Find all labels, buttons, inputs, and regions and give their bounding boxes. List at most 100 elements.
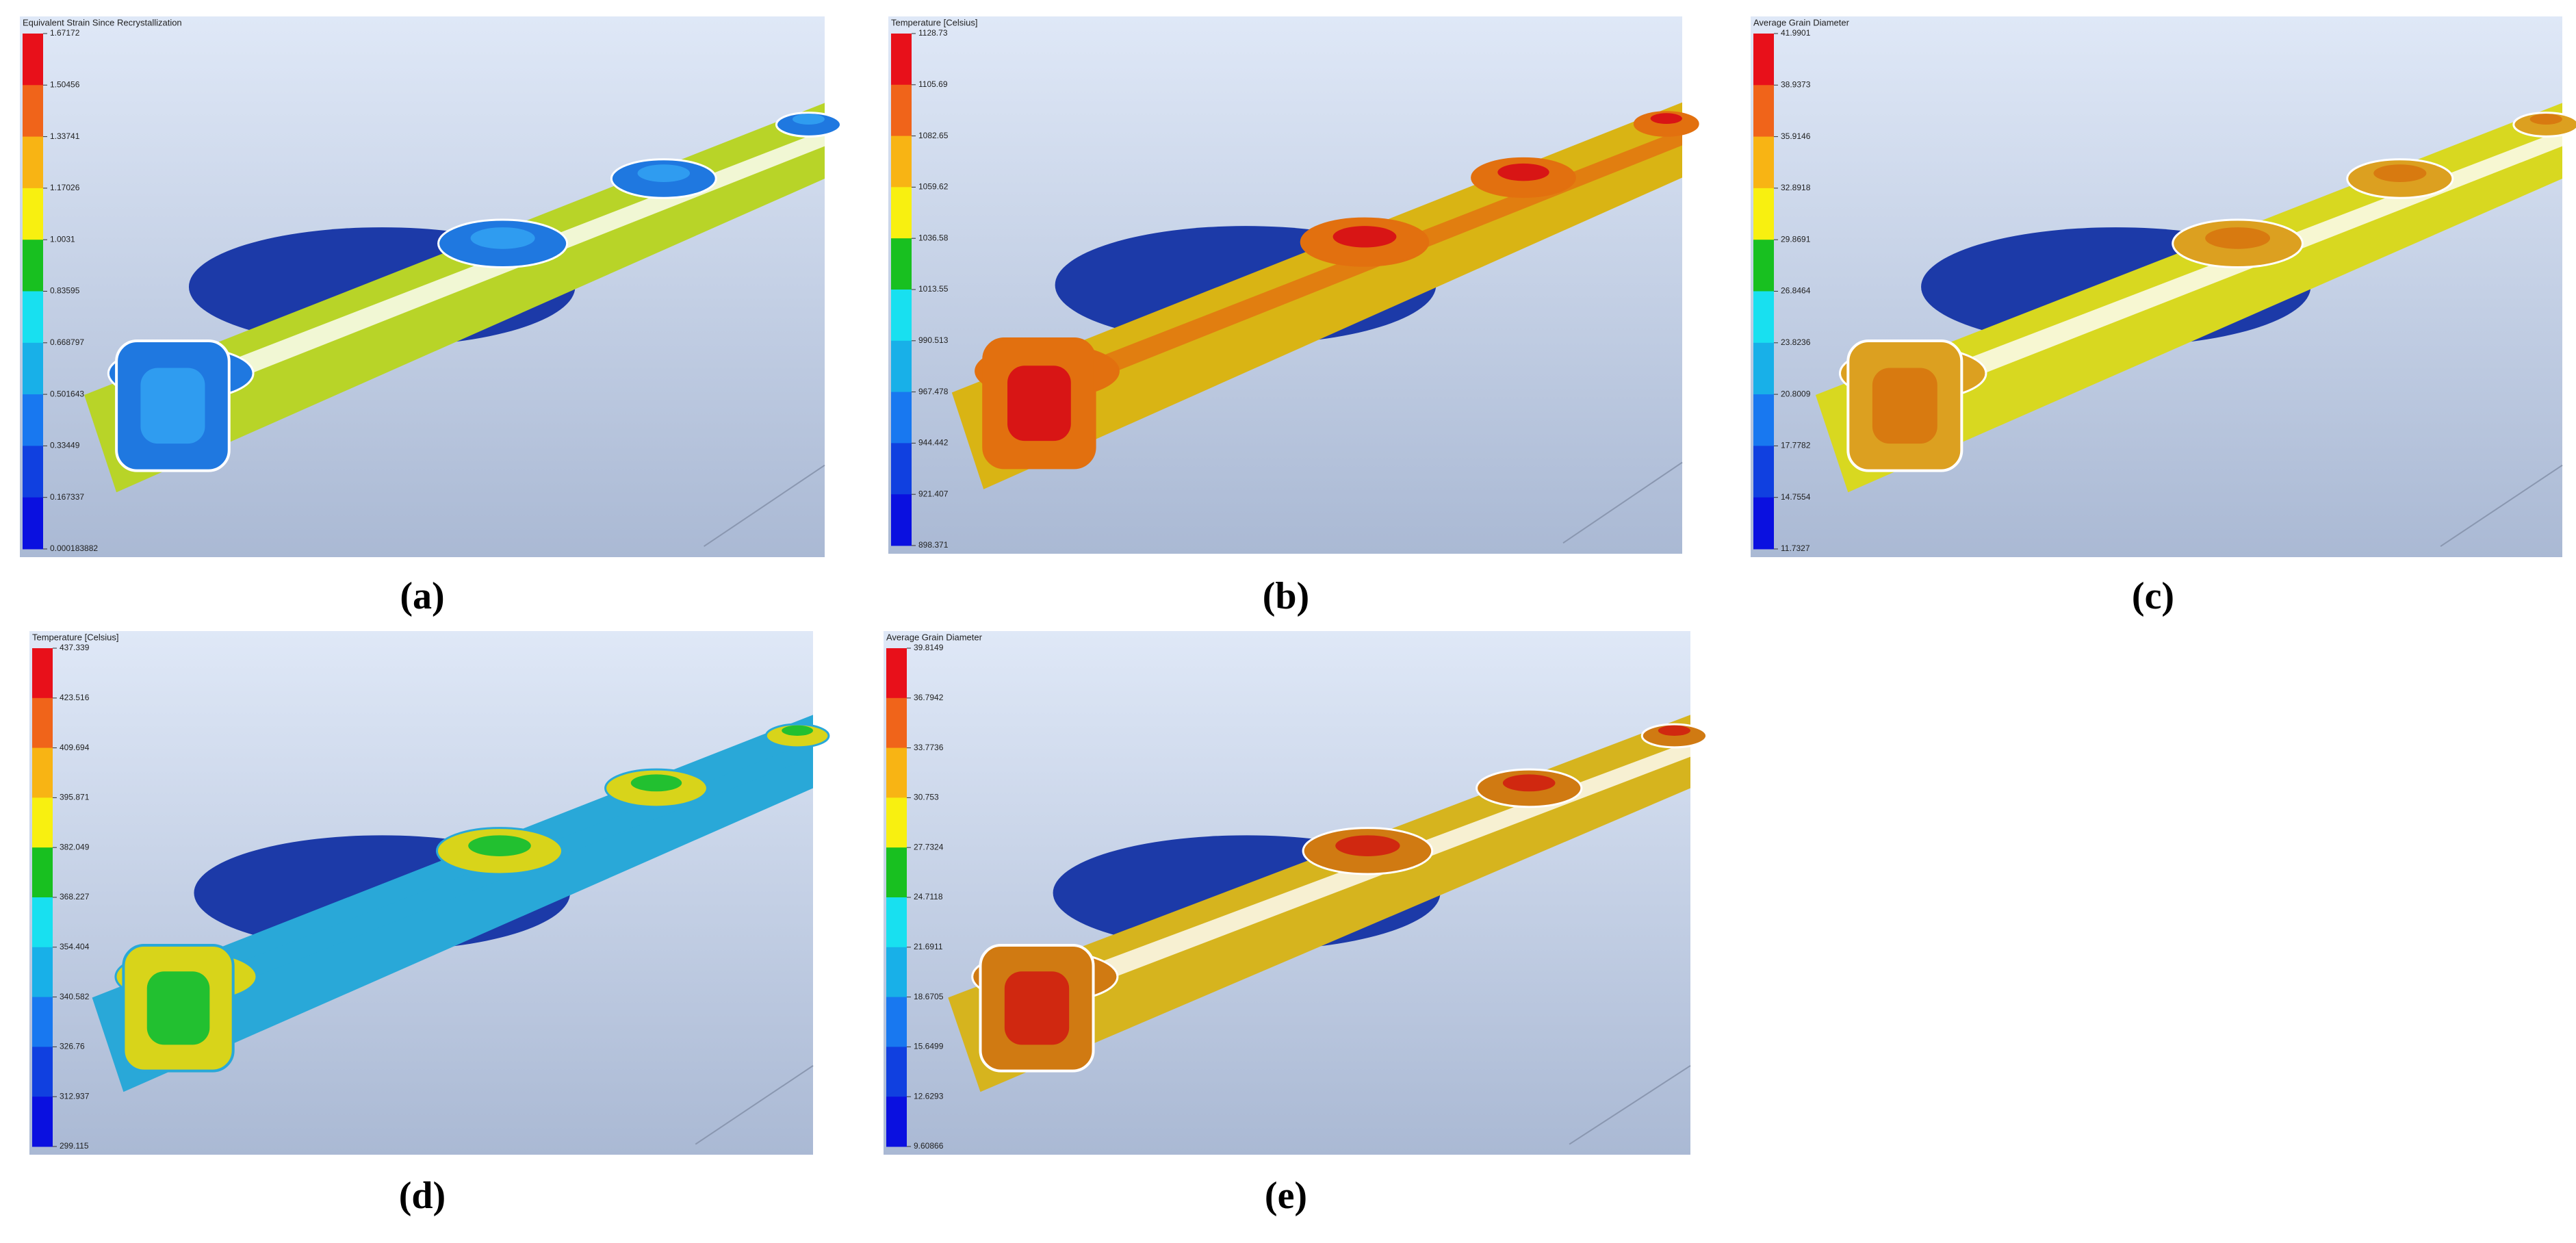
boss-hole [468, 835, 531, 856]
legend-label: 340.582 [60, 992, 90, 1001]
boss-hole [1650, 113, 1682, 124]
legend-label: 11.7327 [1781, 543, 1810, 553]
legend-label: 32.8918 [1781, 183, 1811, 192]
beam [92, 715, 814, 1092]
legend-band [891, 238, 912, 290]
floor-line [1562, 461, 1683, 544]
legend-label: 24.7118 [914, 892, 943, 901]
legend-band [23, 85, 43, 138]
legend-band [32, 697, 53, 749]
legend-band [891, 443, 912, 495]
legend-band [32, 847, 53, 898]
legend-label: 312.937 [60, 1091, 90, 1101]
boss [764, 723, 830, 749]
legend-label: 27.7324 [914, 842, 944, 851]
boss-core [1007, 366, 1071, 441]
boss-hole [792, 114, 825, 125]
legend-title: Average Grain Diameter [1753, 17, 1850, 27]
legend-band [886, 797, 907, 848]
legend-title: Average Grain Diameter [886, 632, 983, 642]
legend-label: 382.049 [60, 842, 90, 851]
legend-label: 29.8691 [1781, 234, 1811, 244]
legend-label: 990.513 [918, 335, 949, 345]
legend-band [32, 897, 53, 948]
legend-band [1753, 240, 1774, 292]
boss-hole [1497, 163, 1549, 181]
floor-line [704, 464, 825, 548]
panel: Temperature [Celsius]1128.73 1105.69 1082.… [888, 16, 1699, 617]
legend-label: 18.6705 [914, 992, 944, 1001]
legend-label: 33.7736 [914, 743, 944, 752]
legend-label: 0.501643 [50, 389, 84, 398]
legend-band [1753, 34, 1774, 86]
legend-label: 38.9373 [1781, 79, 1811, 89]
legend-label: 368.227 [60, 892, 90, 901]
legend-label: 26.8464 [1781, 286, 1811, 296]
legend-label: 0.33449 [50, 441, 80, 450]
beam [1815, 103, 2562, 493]
legend-band [1753, 291, 1774, 344]
legend-band [886, 847, 907, 898]
legend-band [23, 34, 43, 86]
legend-label: 1105.69 [918, 79, 948, 89]
legend-label: 14.7554 [1781, 492, 1811, 502]
boss-core [140, 368, 205, 444]
legend-band [32, 1097, 53, 1147]
legend-label: 17.7782 [1781, 441, 1811, 450]
legend-label: 409.694 [60, 743, 90, 752]
legend-label: 437.339 [60, 643, 90, 652]
legend-title: Temperature [Celsius] [891, 17, 977, 27]
boss-hole [630, 774, 682, 792]
legend-band [891, 290, 912, 342]
legend-label: 12.6293 [914, 1091, 944, 1101]
legend-label: 299.115 [60, 1141, 89, 1151]
legend-label: 967.478 [918, 387, 949, 396]
legend-label: 39.8149 [914, 643, 944, 652]
floor-line [1569, 1065, 1691, 1145]
legend-band [891, 392, 912, 444]
legend-band [32, 997, 53, 1047]
panel-caption: (d) [399, 1175, 446, 1217]
legend-band [1753, 394, 1774, 446]
legend-band [23, 291, 43, 344]
legend-band [23, 188, 43, 240]
beam [84, 103, 825, 493]
legend-label: 1059.62 [918, 182, 949, 192]
boss [1640, 723, 1708, 749]
legend-band [32, 947, 53, 998]
boss [1633, 111, 1699, 137]
legend-label: 0.668797 [50, 337, 84, 347]
boss-hole [1502, 774, 1556, 792]
legend-band [23, 342, 43, 395]
legend-label: 20.8009 [1781, 389, 1811, 398]
legend-label: 395.871 [60, 793, 90, 802]
boss-hole [2529, 114, 2562, 125]
legend-label: 898.371 [918, 540, 949, 550]
boss-core [146, 971, 210, 1045]
panel: Temperature [Celsius]437.339 423.516 409.6… [29, 631, 830, 1217]
legend-label: 1.50456 [50, 79, 80, 89]
legend-band [23, 136, 43, 189]
legend-label: 41.9901 [1781, 28, 1811, 38]
legend-band [886, 1097, 907, 1147]
legend-band [1753, 446, 1774, 498]
beam [948, 715, 1690, 1092]
legend-band [23, 394, 43, 446]
legend-band [1753, 342, 1774, 395]
legend-label: 1082.65 [918, 131, 949, 140]
floor-line [695, 1065, 814, 1145]
panel-caption: (b) [1263, 575, 1309, 617]
legend-label: 0.83595 [50, 286, 80, 296]
legend-band [891, 84, 912, 137]
boss-core [1872, 368, 1937, 444]
legend-band [23, 497, 43, 550]
legend-label: 1.0031 [50, 234, 75, 244]
boss-hole [1332, 226, 1397, 248]
panel-caption: (c) [2132, 575, 2174, 617]
legend-label: 1128.73 [918, 28, 948, 38]
beam [951, 102, 1682, 489]
legend-label: 1.33741 [50, 131, 80, 141]
legend-band [886, 897, 907, 948]
